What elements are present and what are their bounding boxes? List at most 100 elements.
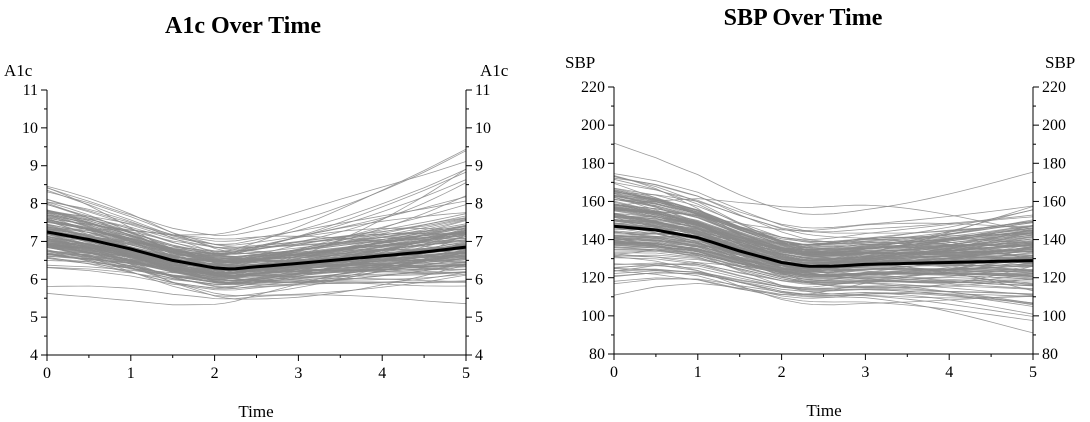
y-tick-label-left: 11	[23, 82, 38, 99]
individual-line	[613, 256, 1034, 306]
y-tick-label-left: 220	[581, 79, 605, 96]
individual-line	[46, 216, 467, 286]
a1c-left-axis-label: A1c	[4, 61, 33, 80]
individual-line	[46, 285, 467, 305]
individual-line	[46, 235, 467, 285]
individual-line	[613, 191, 1034, 248]
individual-line	[613, 246, 1033, 285]
x-tick-label: 0	[43, 365, 51, 382]
individual-line	[46, 252, 467, 306]
individual-line	[613, 230, 1034, 269]
y-tick-label-left: 140	[581, 232, 605, 249]
y-tick-label-right: 9	[475, 158, 483, 175]
individual-line	[46, 230, 467, 283]
y-tick-label-right: 120	[1042, 270, 1066, 287]
a1c-chart: A1c Over Time A1c A1c Time 4 45 56 67 78 89 91…	[4, 13, 509, 421]
y-tick-label-right: 10	[475, 120, 491, 137]
individual-line	[46, 210, 467, 273]
y-tick-label-right: 7	[475, 233, 483, 250]
individual-line	[46, 226, 467, 260]
y-tick-label-left: 9	[30, 158, 38, 175]
individual-line	[46, 209, 467, 258]
individual-line	[46, 191, 467, 248]
individual-line	[613, 175, 1034, 229]
y-tick-label-right: 220	[1042, 79, 1066, 96]
individual-line	[46, 229, 467, 261]
individual-line	[46, 216, 467, 259]
individual-line	[613, 206, 1034, 255]
x-tick-label: 2	[211, 365, 219, 382]
individual-line	[613, 268, 1034, 288]
sbp-individual-lines	[613, 142, 1034, 334]
individual-line	[613, 257, 1034, 290]
a1c-right-axis-label: A1c	[480, 61, 509, 80]
individual-line	[613, 231, 1033, 266]
individual-line	[46, 198, 467, 242]
y-tick-label-left: 7	[30, 233, 38, 250]
y-tick-label-left: 160	[581, 193, 605, 210]
individual-line	[613, 263, 1034, 306]
individual-line	[46, 242, 467, 281]
individual-line	[613, 269, 1034, 296]
sbp-mean-line	[613, 224, 1034, 268]
individual-line	[46, 223, 467, 267]
x-tick-label: 5	[1029, 364, 1037, 381]
y-tick-label-right: 11	[475, 82, 490, 99]
individual-line	[613, 262, 1034, 295]
individual-line	[613, 183, 1034, 256]
individual-line	[613, 272, 1034, 307]
y-tick-label-left: 6	[30, 271, 38, 288]
individual-line	[613, 244, 1034, 277]
individual-line	[46, 189, 467, 246]
y-tick-label-left: 10	[22, 120, 38, 137]
individual-line	[613, 278, 1034, 315]
x-tick-label: 1	[127, 365, 135, 382]
x-tick-label: 3	[861, 364, 869, 381]
individual-line	[613, 219, 1033, 259]
individual-line	[46, 179, 467, 255]
y-tick-label-right: 80	[1042, 346, 1058, 363]
individual-line	[613, 208, 1034, 255]
sbp-right-axis-label: SBP	[1045, 53, 1075, 72]
y-tick-label-right: 140	[1042, 232, 1066, 249]
x-tick-label: 4	[378, 365, 386, 382]
individual-line	[613, 224, 1034, 246]
y-tick-label-left: 180	[581, 155, 605, 172]
a1c-individual-lines	[46, 148, 467, 306]
individual-line	[613, 225, 1034, 281]
y-tick-label-left: 8	[30, 196, 38, 213]
y-tick-label-left: 4	[30, 347, 38, 364]
individual-line	[613, 254, 1034, 296]
individual-line	[613, 207, 1034, 261]
individual-line	[613, 282, 1034, 334]
sbp-x-axis-label: Time	[806, 401, 841, 420]
individual-line	[46, 256, 467, 290]
y-tick-label-right: 6	[475, 271, 483, 288]
y-tick-label-left: 80	[589, 346, 605, 363]
individual-line	[46, 150, 467, 236]
individual-line	[46, 219, 467, 253]
sbp-left-axis-label: SBP	[565, 53, 595, 72]
x-tick-label: 5	[462, 365, 470, 382]
x-tick-label: 3	[294, 365, 302, 382]
y-tick-label-right: 4	[475, 347, 483, 364]
y-tick-label-right: 180	[1042, 155, 1066, 172]
individual-line	[613, 205, 1034, 259]
x-tick-label: 0	[610, 364, 618, 381]
individual-line	[613, 142, 1034, 215]
y-tick-label-left: 5	[30, 309, 38, 326]
a1c-mean-line	[46, 230, 467, 271]
x-tick-label: 1	[694, 364, 702, 381]
a1c-x-axis-label: Time	[238, 402, 273, 421]
individual-line	[46, 244, 467, 278]
y-tick-label-right: 5	[475, 309, 483, 326]
individual-line	[613, 242, 1034, 278]
y-tick-label-left: 200	[581, 117, 605, 134]
individual-line	[613, 173, 1034, 234]
individual-line	[46, 247, 467, 279]
x-tick-label: 2	[778, 364, 786, 381]
y-tick-label-left: 100	[581, 308, 605, 325]
individual-line	[613, 195, 1034, 251]
